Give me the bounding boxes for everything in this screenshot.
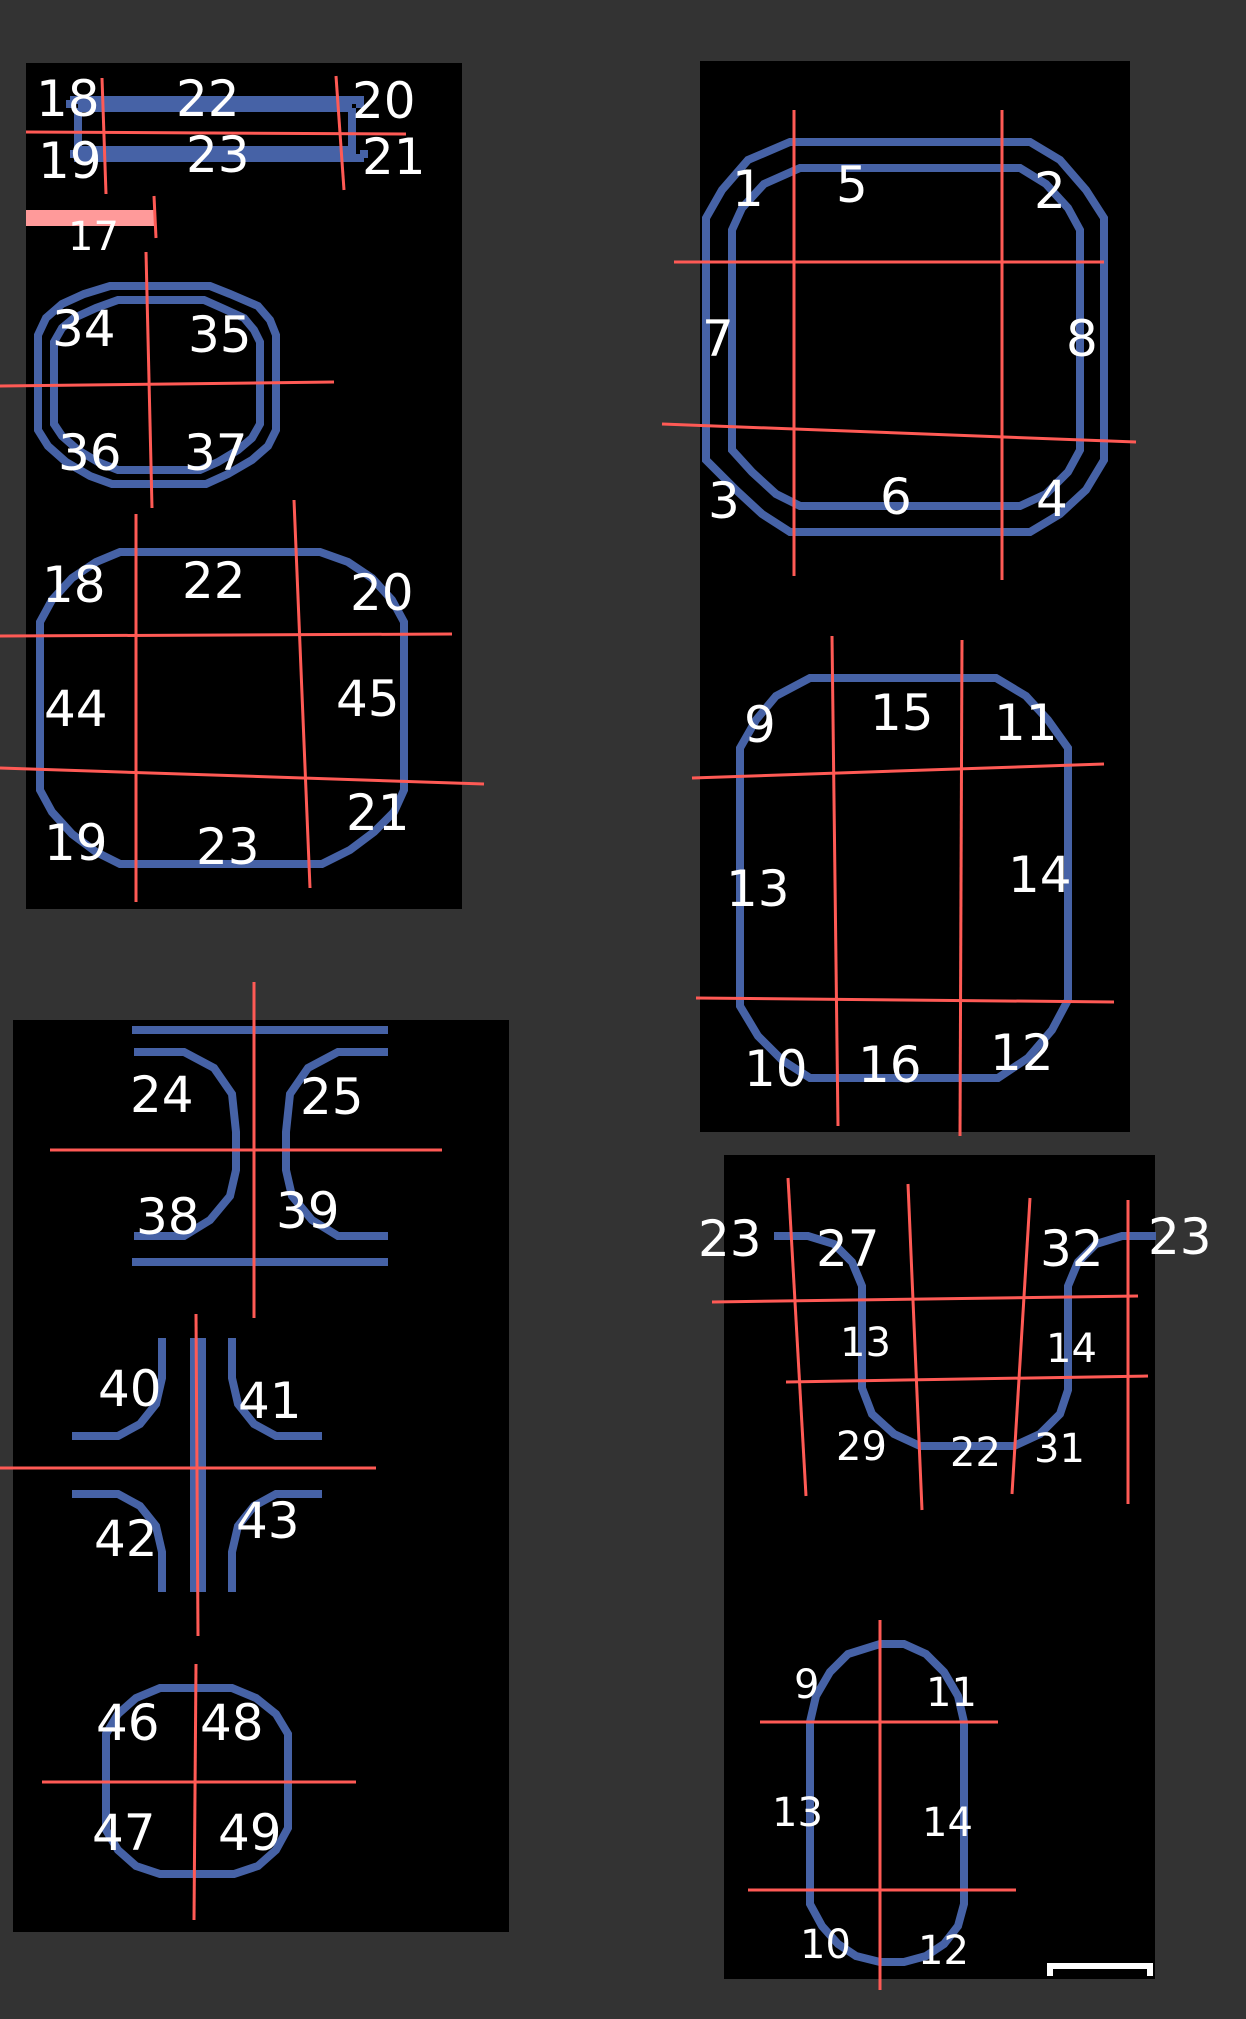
label: 8 — [1066, 310, 1098, 368]
label: 14 — [922, 1800, 973, 1846]
guide-lines — [0, 75, 1149, 1990]
rounded-rect-shape — [736, 674, 1072, 1082]
label: 24 — [130, 1066, 194, 1124]
u-shape — [774, 1232, 1156, 1450]
octagon-shape — [702, 138, 1108, 536]
label: 38 — [136, 1188, 200, 1246]
label: 3 — [708, 472, 740, 530]
label: 25 — [300, 1068, 364, 1126]
label: 19 — [44, 814, 108, 872]
label: 9 — [744, 696, 776, 754]
label: 13 — [772, 1790, 823, 1836]
label: 31 — [1034, 1426, 1085, 1472]
label: 21 — [362, 128, 426, 186]
label: 41 — [238, 1372, 302, 1430]
label: 45 — [336, 670, 400, 728]
label: 37 — [184, 424, 248, 482]
large-rounded-shape — [36, 548, 408, 868]
small-circle-shape — [34, 282, 280, 488]
label: 16 — [858, 1036, 922, 1094]
label: 18 — [36, 70, 100, 128]
corner-bracket — [1047, 1963, 1153, 1976]
label: 35 — [188, 306, 252, 364]
label: 9 — [794, 1662, 819, 1708]
label: 4 — [1036, 470, 1068, 528]
label: 22 — [182, 552, 246, 610]
label: 17 — [68, 214, 119, 260]
marker-bar — [26, 210, 154, 226]
label: 13 — [726, 860, 790, 918]
label: 27 — [816, 1220, 880, 1278]
label: 43 — [236, 1492, 300, 1550]
cross-shape — [72, 1338, 322, 1592]
label: 2 — [1034, 162, 1066, 220]
capsule-shape — [806, 1640, 968, 1966]
label: 15 — [870, 684, 934, 742]
strip-shape — [66, 96, 368, 162]
label: 32 — [1040, 1220, 1104, 1278]
label: 23 — [1148, 1208, 1212, 1266]
label: 1 — [732, 160, 764, 218]
label: 46 — [96, 1694, 160, 1752]
label: 29 — [836, 1424, 887, 1470]
label: 22 — [950, 1430, 1001, 1476]
label: 42 — [94, 1510, 158, 1568]
label: 13 — [840, 1320, 891, 1366]
label: 12 — [918, 1928, 969, 1974]
label: 11 — [994, 694, 1058, 752]
label: 10 — [744, 1040, 808, 1098]
label: 23 — [196, 818, 260, 876]
label: 11 — [926, 1670, 977, 1716]
label: 10 — [800, 1922, 851, 1968]
label: 48 — [200, 1694, 264, 1752]
label: 49 — [218, 1804, 282, 1862]
label: 5 — [836, 156, 868, 214]
panel-top-right — [700, 61, 1130, 1132]
label: 22 — [176, 70, 240, 128]
label: 7 — [702, 310, 734, 368]
label: 23 — [186, 126, 250, 184]
label: 18 — [42, 556, 106, 614]
label: 44 — [44, 680, 108, 738]
label: 39 — [276, 1182, 340, 1240]
label: 14 — [1008, 846, 1072, 904]
label: 12 — [990, 1024, 1054, 1082]
label: 47 — [92, 1804, 156, 1862]
label: 36 — [58, 424, 122, 482]
label: 19 — [38, 132, 102, 190]
label: 40 — [98, 1360, 162, 1418]
panel-top-left — [26, 63, 462, 909]
label: 21 — [346, 784, 410, 842]
panel-bottom-left — [13, 1020, 509, 1932]
label: 34 — [52, 300, 116, 358]
label: 23 — [698, 1210, 762, 1268]
bottom-small-circle-shape — [102, 1684, 292, 1878]
label: 14 — [1046, 1326, 1097, 1372]
label: 20 — [352, 72, 416, 130]
label: 20 — [350, 564, 414, 622]
label: 6 — [880, 468, 912, 526]
